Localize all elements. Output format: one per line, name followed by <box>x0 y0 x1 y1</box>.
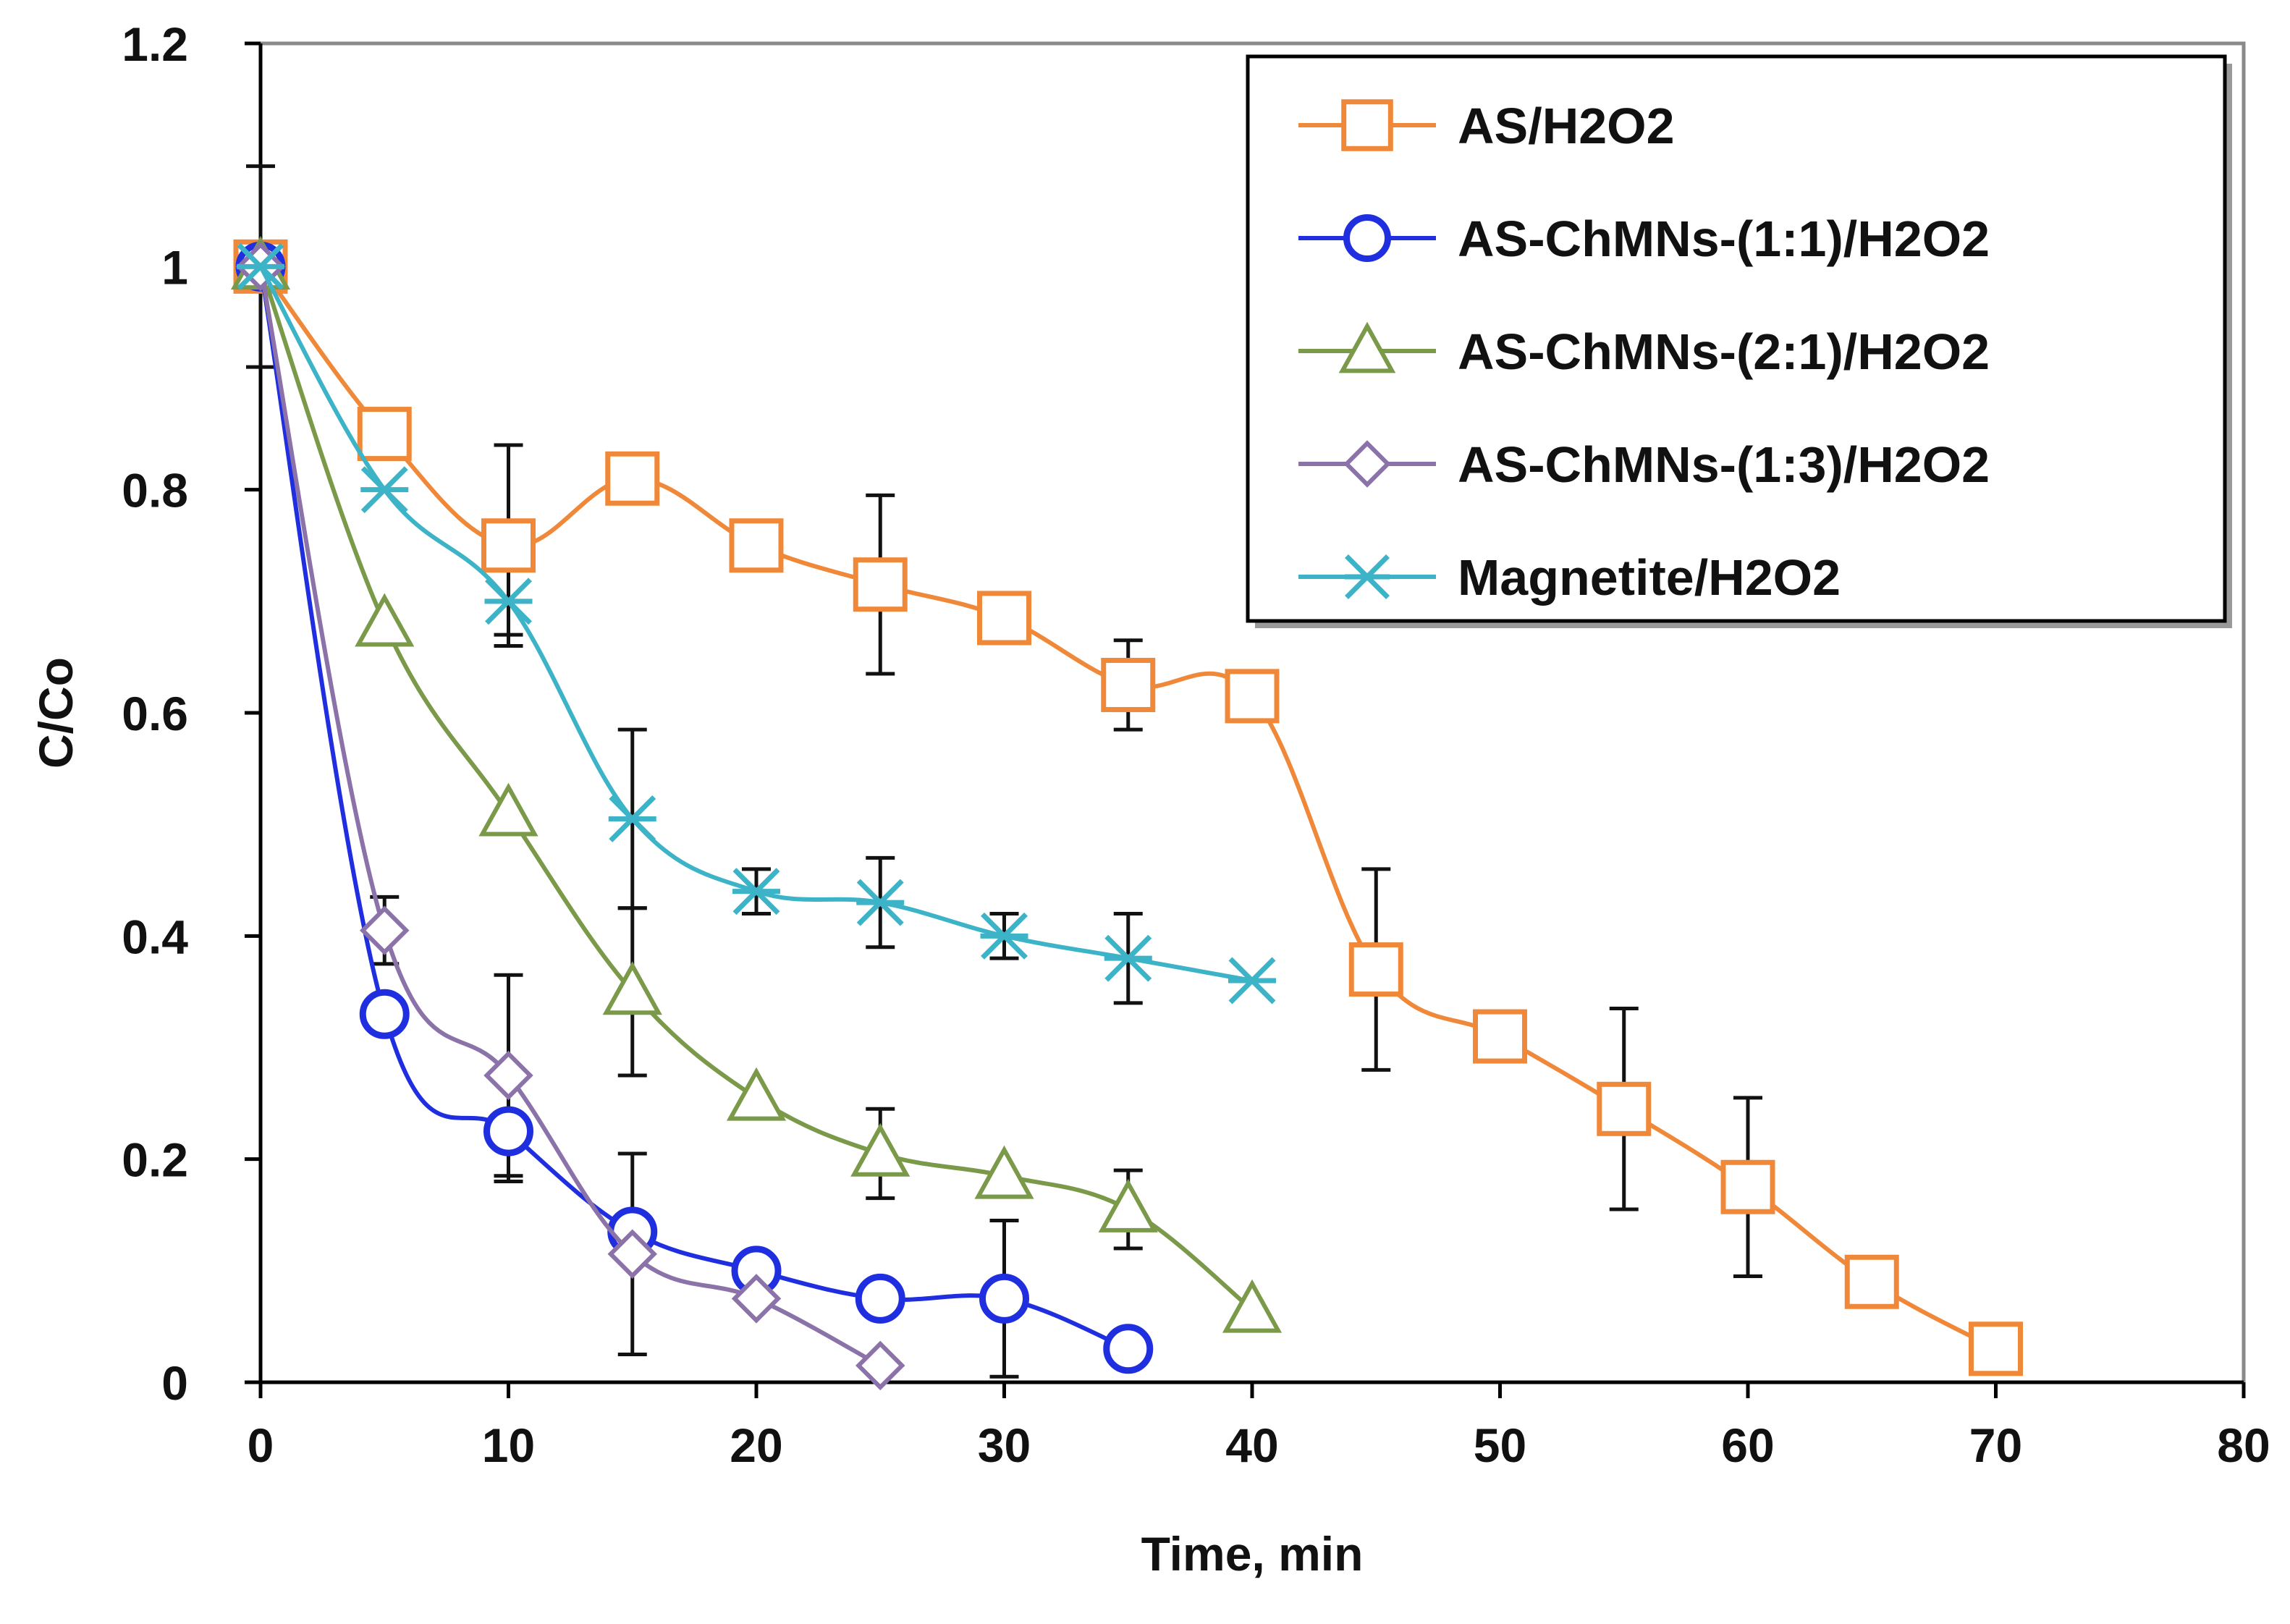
x-tick-label: 40 <box>1225 1418 1278 1472</box>
data-point <box>726 1067 787 1121</box>
data-point <box>979 1273 1029 1324</box>
data-point <box>605 451 660 506</box>
series-triangle <box>230 236 1283 1333</box>
data-point <box>360 905 410 955</box>
data-point <box>1348 942 1403 997</box>
data-point <box>853 557 908 612</box>
legend-marker <box>1343 214 1391 262</box>
y-tick-label: 0.8 <box>122 464 188 517</box>
data-point <box>1473 1009 1527 1064</box>
data-point <box>977 591 1031 646</box>
data-point <box>1098 1178 1158 1232</box>
legend: AS/H2O2 AS-ChMNs-(1:1)/H2O2 AS-ChMNs-(2:1)… <box>1246 54 2232 628</box>
data-point <box>608 795 656 842</box>
data-point <box>1844 1254 1899 1309</box>
y-tick-label: 1 <box>161 240 188 294</box>
legend-marker <box>1344 554 1390 599</box>
y-tick-label: 0.6 <box>122 687 188 740</box>
legend-marker <box>1341 99 1393 151</box>
data-point <box>974 1145 1034 1199</box>
data-point <box>602 961 662 1015</box>
legend-label: AS-ChMNs-(1:1)/H2O2 <box>1458 211 1990 267</box>
x-tick-label: 70 <box>1969 1418 2022 1472</box>
x-tick-label: 60 <box>1721 1418 1774 1472</box>
chart-axes: 0 10 20 30 40 50 60 70 80 0 0.2 0.4 0.6 0.8 1 1.2 Time, … <box>29 17 2270 1581</box>
x-tick-label: 10 <box>482 1418 535 1472</box>
data-point <box>855 1273 905 1324</box>
x-tick-label: 80 <box>2217 1418 2270 1472</box>
series-x <box>237 242 1276 1005</box>
x-tick-label: 30 <box>978 1418 1031 1472</box>
data-point <box>1969 1321 2023 1376</box>
data-point <box>478 782 538 837</box>
data-point <box>607 1229 657 1279</box>
y-tick-label: 0 <box>161 1356 188 1410</box>
data-point <box>856 879 905 926</box>
data-point <box>360 466 409 514</box>
legend-label: Magnetite/H2O2 <box>1458 549 1841 606</box>
x-axis-title: Time, min <box>1141 1527 1364 1581</box>
legend-label: AS/H2O2 <box>1458 98 1675 154</box>
data-point <box>357 407 412 462</box>
data-point <box>1228 957 1276 1005</box>
x-tick-label: 50 <box>1474 1418 1526 1472</box>
data-series <box>230 236 2023 1391</box>
x-tick-label: 0 <box>248 1418 274 1472</box>
data-point <box>484 578 533 625</box>
data-point <box>237 242 284 290</box>
legend-marker <box>1343 440 1391 488</box>
legend-marker <box>1338 321 1396 373</box>
data-point <box>359 989 410 1039</box>
data-point <box>1101 657 1156 712</box>
data-point <box>1222 1279 1283 1333</box>
y-tick-label: 0.2 <box>122 1133 188 1187</box>
data-point <box>1103 1324 1154 1374</box>
data-point <box>483 1106 533 1156</box>
legend-box <box>1246 54 2227 623</box>
legend-label: AS-ChMNs-(1:3)/H2O2 <box>1458 436 1990 493</box>
series-line <box>258 266 882 1368</box>
data-point <box>1104 934 1152 982</box>
data-point <box>731 1274 782 1324</box>
legend-label: AS-ChMNs-(2:1)/H2O2 <box>1458 323 1990 380</box>
data-point <box>1720 1159 1775 1214</box>
data-point <box>850 1122 910 1177</box>
y-tick-label: 0.4 <box>122 910 188 963</box>
data-point <box>855 1340 905 1391</box>
data-point <box>732 868 780 915</box>
data-point <box>481 518 536 573</box>
y-tick-label: 1.2 <box>122 17 188 71</box>
data-point <box>1597 1081 1652 1136</box>
data-point <box>1225 669 1280 724</box>
data-point <box>355 593 415 647</box>
x-tick-label: 20 <box>730 1418 782 1472</box>
data-point <box>980 912 1028 960</box>
data-point <box>729 518 784 573</box>
y-axis-title: C/Co <box>29 657 83 769</box>
data-point <box>483 1050 533 1101</box>
